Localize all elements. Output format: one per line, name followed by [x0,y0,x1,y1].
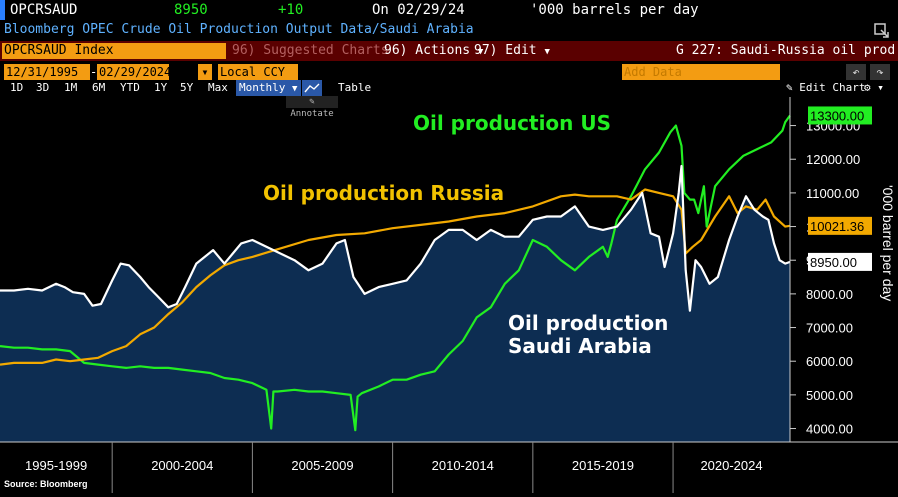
y-tick-label: 7000.00 [806,321,853,336]
source-label: Source: Bloomberg [4,479,88,489]
x-tick-label: 2020-2024 [700,458,762,473]
suggested-charts-menu[interactable]: 96) Suggested Charts [232,43,389,58]
add-data-placeholder: Add Data [624,65,682,79]
last-value-tag-us [808,106,872,125]
frequency-select[interactable]: Monthly ▼ [236,80,301,96]
units-label: '000 barrels per day [530,2,699,18]
header-bar: OPCRSAUD 8950 +10 On 02/29/24 '000 barre… [0,0,898,20]
security-field[interactable]: OPCRSAUD Index [2,43,226,59]
edit-menu-label: 97) Edit [474,43,537,58]
settings-icon[interactable]: ⚙ ▾ [864,81,884,94]
security-description: Bloomberg OPEC Crude Oil Production Outp… [4,22,474,37]
y-tick-label: 11000.00 [806,186,859,201]
period-button-3d[interactable]: 3D [36,81,50,94]
y-tick-label: 6000.00 [806,354,853,369]
chevron-down-icon: ▼ [544,47,550,57]
edit-chart-button[interactable]: ✎ Edit Chart [786,80,865,96]
description-bar: Bloomberg OPEC Crude Oil Production Outp… [0,21,898,39]
y-tick-label: 5000.00 [806,388,853,403]
annotation-saudi-2: Saudi Arabia [508,334,652,358]
period-button-5y[interactable]: 5Y [180,81,194,94]
last-value-tag-saudi [808,252,872,271]
date-range-bar: 12/31/1995 - 02/29/2024 ▾ Local CCY Add … [0,64,898,80]
table-button[interactable]: Table [338,81,372,94]
add-data-input[interactable]: Add Data [622,64,780,80]
redo-icon[interactable]: ↷ [870,64,890,80]
y-tick-label: 4000.00 [806,422,853,437]
x-tick-label: 2000-2004 [151,458,213,473]
change-value: +10 [278,2,304,18]
annotation-russia: Oil production Russia [263,181,504,205]
end-date-input[interactable]: 02/29/2024 [97,64,172,80]
currency-select[interactable]: Local CCY [218,64,298,80]
last-value: 8950 [174,2,208,18]
period-button-ytd[interactable]: YTD [120,81,140,94]
last-value-label-saudi: 8950.00 [810,255,857,270]
x-tick-label: 2015-2019 [572,458,634,473]
chart-svg: 4000.005000.006000.007000.008000.009000.… [0,97,898,493]
last-value-label-us: 13300.00 [810,108,864,123]
saudi-area-fill [0,166,790,442]
period-button-1y[interactable]: 1Y [154,81,168,94]
line-chart-icon[interactable] [302,80,322,96]
popout-icon[interactable] [874,23,890,39]
x-tick-label: 2010-2014 [432,458,494,473]
last-value-label-russia: 10021.36 [810,219,864,234]
command-bar: OPCRSAUD Index 96) Suggested Charts 96) … [0,41,898,61]
chevron-down-icon: ▼ [477,47,484,57]
y-tick-label: 8000.00 [806,287,853,302]
x-tick-label: 2005-2009 [291,458,353,473]
period-button-1d[interactable]: 1D [10,81,24,94]
chart-title: G 227: Saudi-Russia oil prod [676,43,896,58]
series-line-russia [0,188,791,366]
edit-menu[interactable]: 97) Edit ▼ [474,41,550,62]
annotation-us: Oil production US [413,111,611,135]
last-value-tag-russia [808,216,872,235]
annotate-label: Annotate [290,109,334,119]
x-tick-label: 1995-1999 [25,458,87,473]
currency-select-value: Local CCY [220,65,286,79]
pencil-icon: ✎ [786,81,800,94]
series-line-us [0,114,791,432]
period-button-max[interactable]: Max [208,81,228,94]
ticker: OPCRSAUD [10,2,78,18]
annotation-saudi-1: Oil production [508,311,668,335]
chart-area: 4000.005000.006000.007000.008000.009000.… [0,96,898,493]
start-date-input[interactable]: 12/31/1995 [4,64,90,80]
y-axis-label: '000 barrel per day [880,185,896,301]
frequency-select-value: Monthly [239,81,286,94]
period-button-6m[interactable]: 6M [92,81,106,94]
actions-menu[interactable]: 96) Actions ▼ [384,41,483,62]
series-line-saudi [0,164,791,312]
annotate-button[interactable]: ✎ Annotate [286,96,338,119]
date-separator: - [90,65,98,79]
period-button-1m[interactable]: 1M [64,81,78,94]
actions-menu-label: 96) Actions [384,43,471,58]
annotate-icon: ✎ [309,97,315,107]
calendar-icon[interactable]: ▾ [198,64,212,80]
undo-icon[interactable]: ↶ [846,64,866,80]
y-tick-label: 12000.00 [806,152,860,167]
chevron-down-icon: ▼ [291,84,298,94]
header-marker [0,0,5,20]
period-toolbar: 1D 3D 1M 6M YTD 1Y 5Y Max Monthly ▼ Table ✎ Edi… [0,80,898,96]
as-of-date: On 02/29/24 [372,2,465,18]
edit-chart-label: Edit Chart [799,81,866,94]
